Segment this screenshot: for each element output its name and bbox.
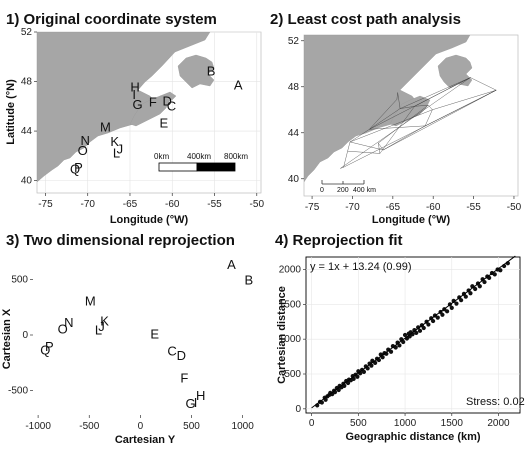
p4-xtick-label: 500	[350, 418, 367, 429]
p3-site-M: M	[85, 294, 96, 309]
panel2-xlabel: Longitude (°W)	[372, 214, 451, 226]
p4-point	[431, 319, 435, 323]
scalebar-label-0: 0km	[154, 152, 169, 161]
p3-xtick-label: 0	[138, 421, 144, 432]
p3-ytick-label: -500	[8, 386, 28, 397]
p1-site-M: M	[100, 119, 111, 134]
p2-xtick-label: -75	[305, 202, 320, 213]
p3-site-D: D	[177, 348, 186, 363]
scalebar-label-400: 400km	[187, 152, 211, 161]
p4-point	[454, 302, 458, 306]
scalebar2-label-200: 200	[337, 187, 349, 194]
p2-xtick-label: -65	[386, 202, 401, 213]
p3-site-L: L	[95, 323, 102, 338]
p1-xtick-label: -75	[38, 199, 53, 210]
p3-site-H: H	[196, 388, 205, 403]
p4-point	[478, 284, 482, 288]
p4-point	[426, 322, 430, 326]
panel4-equation: y = 1x + 13.24 (0.99)	[310, 261, 412, 273]
p3-site-Q: Q	[40, 343, 50, 358]
p4-point	[450, 306, 454, 310]
p2-xtick-label: -70	[345, 202, 360, 213]
p4-xtick-label: 0	[309, 418, 315, 429]
p1-site-D: D	[162, 93, 171, 108]
panel4-fit: y = 1x + 13.24 (0.99) Stress: 0.02 0 500 1…	[276, 256, 525, 443]
p4-xtick-label: 2000	[487, 418, 510, 429]
p3-xtick-label: -1000	[25, 421, 51, 432]
p3-site-O: O	[58, 321, 68, 336]
scalebar-white-segment	[159, 163, 197, 171]
p3-xtick-label: 500	[183, 421, 200, 432]
p1-xtick-label: -70	[80, 199, 95, 210]
p4-ytick-label: 0	[295, 404, 301, 415]
p2-ytick-label: 48	[288, 82, 300, 93]
p1-site-L: L	[113, 145, 120, 160]
p3-ytick-label: 500	[11, 274, 28, 285]
p1-xtick-label: -50	[250, 199, 265, 210]
p1-ytick-label: 40	[21, 176, 33, 187]
p2-xtick-label: -60	[426, 202, 441, 213]
p3-xtick-label: -500	[79, 421, 99, 432]
panel1-ylabel: Latitude (°N)	[5, 79, 17, 145]
p4-xtick-label: 1500	[441, 418, 464, 429]
p1-ytick-label: 48	[21, 77, 33, 88]
panel4-ylabel: Cartesian distance	[276, 286, 288, 384]
p1-site-A: A	[234, 77, 243, 92]
p4-xtick-label: 1000	[394, 418, 417, 429]
p1-site-Q: Q	[70, 161, 80, 176]
p3-site-F: F	[180, 370, 188, 385]
p4-point	[459, 298, 463, 302]
p2-ytick-label: 52	[288, 36, 300, 47]
p4-point	[422, 326, 426, 330]
panel2-map: 0 200 400 km -75 -70 -65 -60 -55 -5040444852 …	[288, 35, 522, 226]
p3-site-A: A	[227, 257, 236, 272]
p2-xtick-label: -55	[466, 202, 481, 213]
p2-ytick-label: 44	[288, 128, 300, 139]
p3-site-C: C	[167, 344, 176, 359]
p1-xtick-label: -55	[207, 199, 222, 210]
p4-point	[468, 291, 472, 295]
p3-xtick-label: 1000	[232, 421, 255, 432]
scalebar-label-800: 800km	[224, 152, 248, 161]
p4-ytick-label: 2000	[279, 265, 302, 276]
scalebar2-label-0: 0	[320, 187, 324, 194]
p3-site-I: I	[194, 395, 198, 410]
p4-point	[445, 309, 449, 313]
p4-point	[440, 313, 444, 317]
p3-ytick-label: 0	[22, 330, 28, 341]
p2-xtick-label: -50	[507, 202, 522, 213]
p3-site-E: E	[150, 326, 159, 341]
p1-site-E: E	[159, 116, 168, 131]
p1-xtick-label: -60	[165, 199, 180, 210]
p3-site-B: B	[244, 273, 253, 288]
p1-site-F: F	[149, 95, 157, 110]
panel3-ylabel: Cartesian X	[1, 308, 13, 369]
p1-site-O: O	[78, 143, 88, 158]
p1-ytick-label: 52	[21, 27, 33, 38]
panel1-xlabel: Longitude (°W)	[110, 214, 189, 226]
scalebar-black-segment	[197, 163, 235, 171]
p1-xtick-label: -65	[123, 199, 138, 210]
scalebar2-label-400km: 400 km	[353, 187, 376, 194]
panel4-stress: Stress: 0.02	[466, 396, 525, 408]
p2-ytick-label: 40	[288, 174, 300, 185]
panel4-xlabel: Geographic distance (km)	[345, 431, 480, 443]
p1-site-B: B	[207, 64, 216, 79]
p4-point	[464, 295, 468, 299]
panel3-xlabel: Cartesian Y	[115, 434, 176, 446]
p1-ytick-label: 44	[21, 126, 33, 137]
p4-point	[436, 315, 440, 319]
p4-point	[418, 329, 422, 333]
p1-site-I: I	[132, 87, 136, 102]
